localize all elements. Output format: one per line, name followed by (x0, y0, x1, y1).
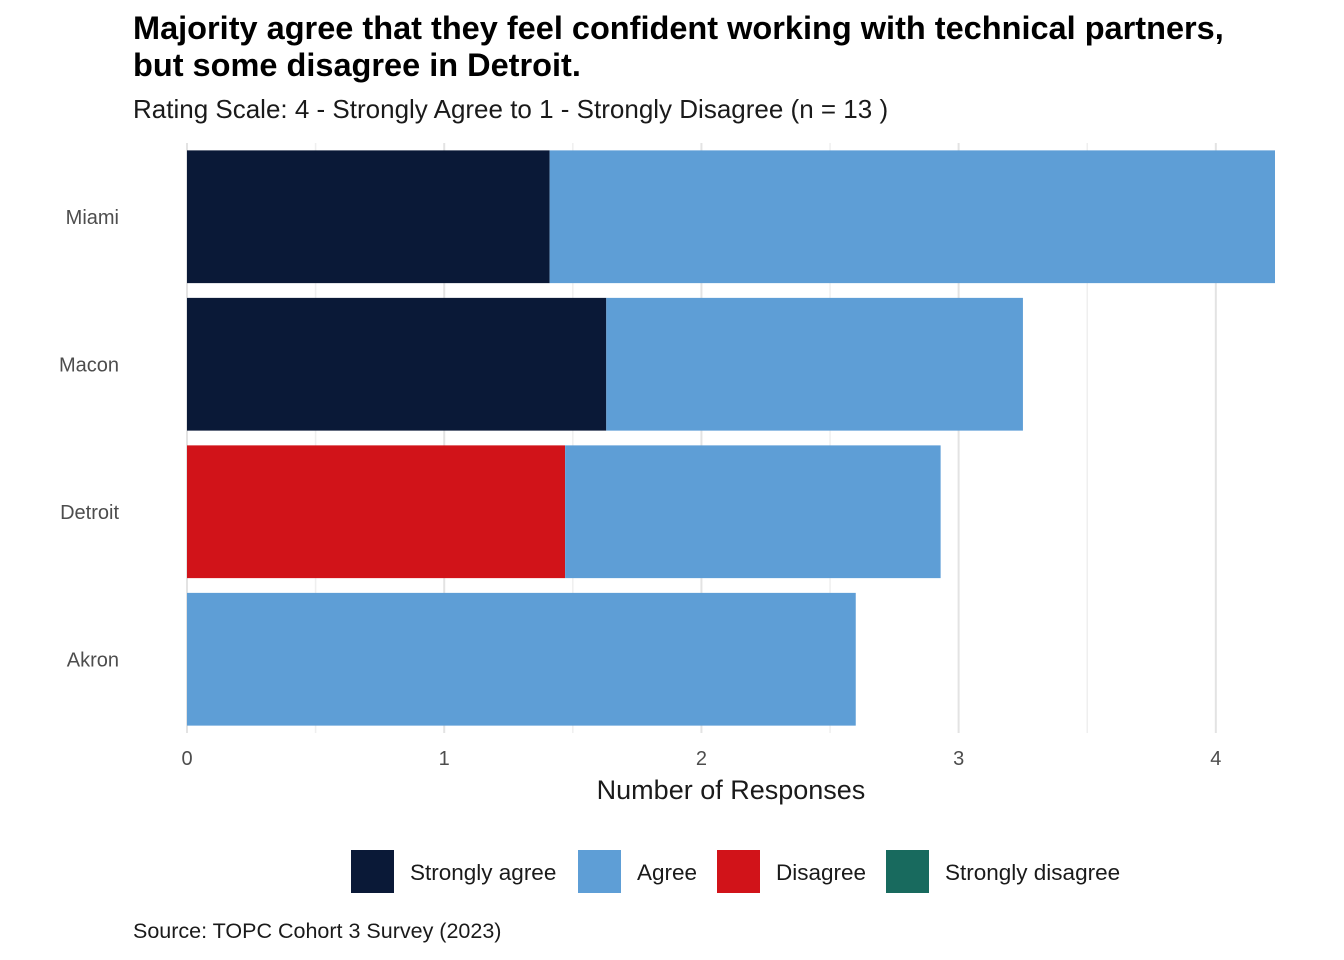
x-axis-tick-labels: 0 1 2 3 4 (181, 748, 1221, 770)
legend-label: Strongly agree (410, 860, 556, 885)
bar-miami-agree (549, 150, 1275, 284)
legend-key-agree (578, 850, 621, 893)
legend-key-strongly-disagree (886, 850, 929, 893)
bar-detroit-disagree (187, 445, 566, 579)
x-tick-label: 1 (439, 748, 450, 770)
bar-detroit-agree (565, 445, 941, 579)
bar-akron-agree (187, 592, 856, 726)
legend: Strongly agree Agree Disagree Strongly disa… (351, 850, 1120, 893)
bar-miami-strongly-agree (187, 150, 550, 284)
legend-label: Disagree (776, 860, 866, 885)
bar-macon-strongly-agree (187, 297, 607, 431)
legend-key-strongly-agree (351, 850, 394, 893)
x-tick-label: 2 (696, 748, 707, 770)
y-tick-label: Detroit (60, 502, 119, 524)
y-tick-label: Macon (59, 354, 119, 376)
chart-title: Majority agree that they feel confident … (133, 10, 1224, 83)
legend-key-disagree (717, 850, 760, 893)
y-tick-label: Miami (66, 207, 119, 229)
y-axis-tick-labels: Miami Macon Detroit Akron (59, 207, 119, 672)
x-tick-label: 4 (1210, 748, 1221, 770)
legend-label: Agree (637, 860, 697, 885)
bar-macon-agree (606, 297, 1023, 431)
x-tick-label: 3 (953, 748, 964, 770)
x-tick-label: 0 (181, 748, 192, 770)
legend-label: Strongly disagree (945, 860, 1120, 885)
source-note: Source: TOPC Cohort 3 Survey (2023) (133, 919, 502, 943)
x-axis-title: Number of Responses (597, 775, 866, 805)
bars (187, 150, 1275, 726)
chart-subtitle: Rating Scale: 4 - Strongly Agree to 1 - … (133, 94, 889, 124)
y-tick-label: Akron (67, 649, 119, 671)
